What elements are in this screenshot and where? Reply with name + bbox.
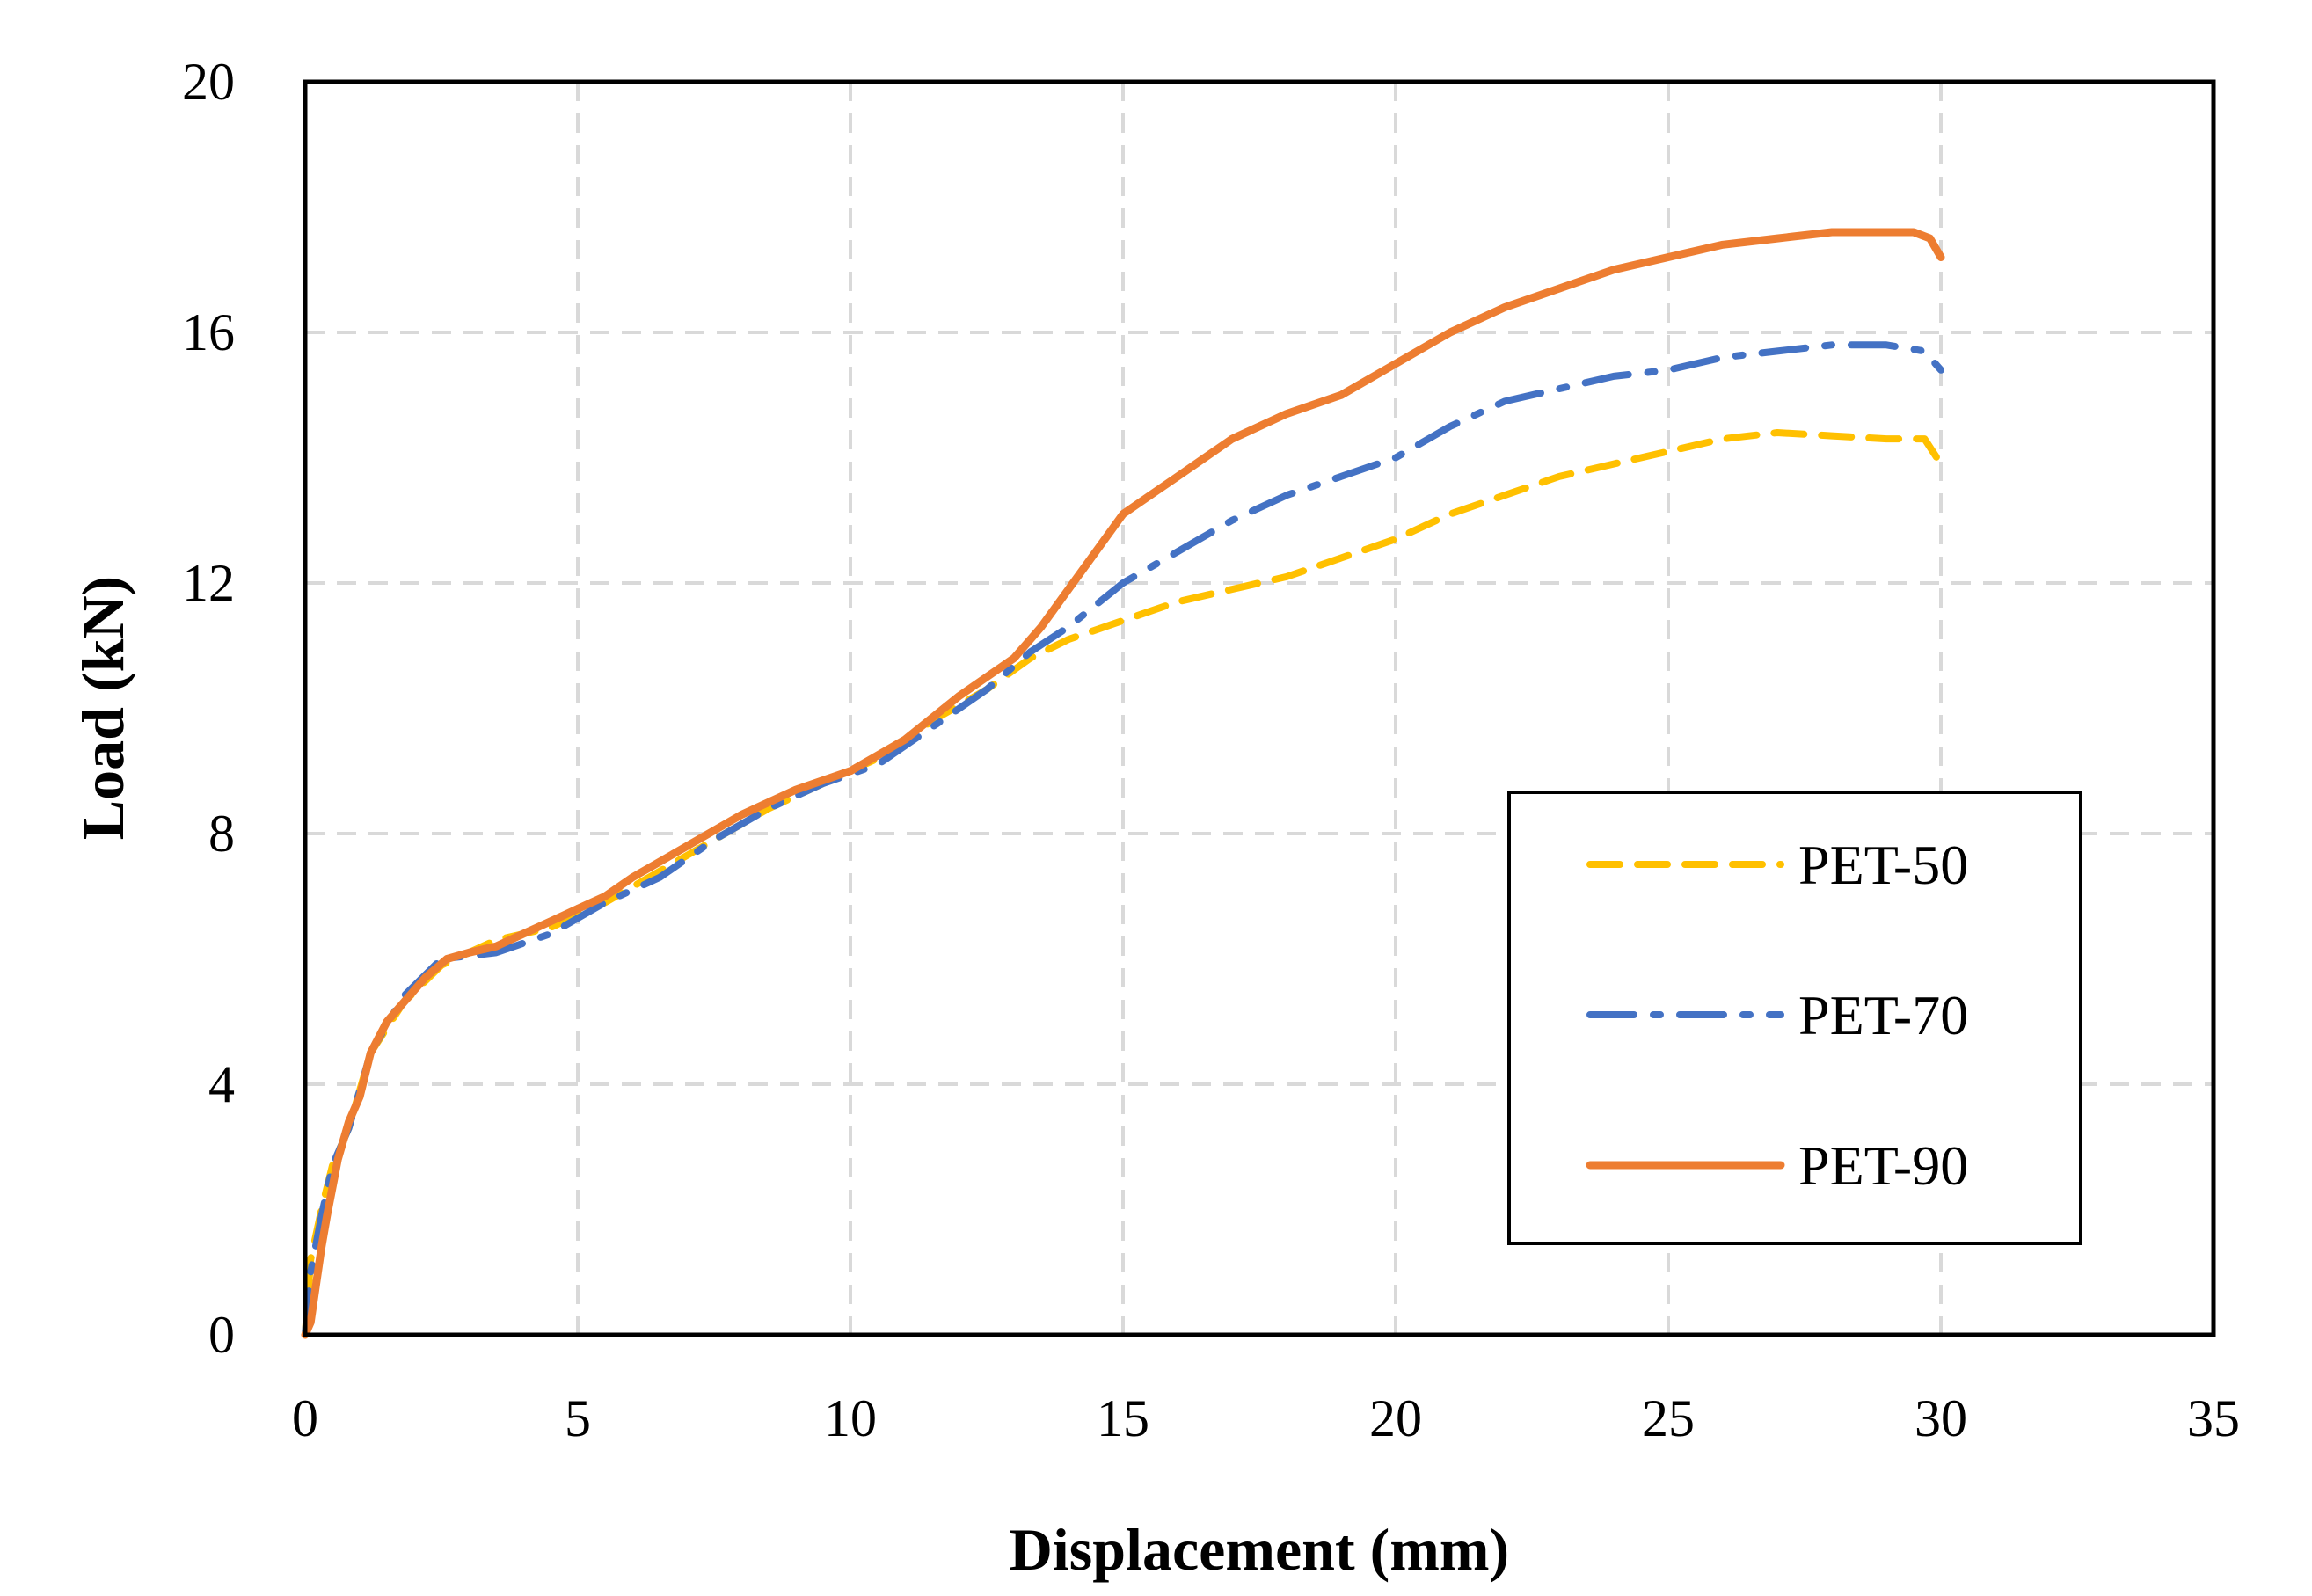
y-tick-label: 20: [182, 53, 235, 111]
series-line-pet-70: [302, 341, 1944, 1338]
plot-frame: [303, 79, 2216, 1337]
legend-label-pet-90: PET-90: [1798, 1134, 1968, 1197]
legend-entries: PET-50 PET-70 PET-90: [1586, 834, 1968, 1197]
x-tick-label: 20: [1369, 1389, 1422, 1447]
legend-label-pet-50: PET-50: [1798, 834, 1968, 896]
y-tick-label: 0: [208, 1306, 235, 1364]
x-tick-label: 5: [565, 1389, 591, 1447]
x-tick-label: 25: [1642, 1389, 1695, 1447]
gridlines: [305, 82, 2214, 1335]
x-tick-label: 0: [292, 1389, 318, 1447]
series-line-pet-90: [301, 228, 1945, 1339]
x-tick-label: 35: [2187, 1389, 2240, 1447]
x-tick-label: 15: [1097, 1389, 1149, 1447]
y-tick-label: 16: [182, 303, 235, 361]
legend: PET-50 PET-70 PET-90: [1507, 791, 2082, 1245]
legend-label-pet-70: PET-70: [1798, 984, 1968, 1046]
y-axis-title: Load (kN): [69, 576, 136, 840]
y-tick-label: 8: [208, 805, 235, 863]
x-axis-title: Displacement (mm): [1010, 1516, 1509, 1583]
y-tick-label: 12: [182, 554, 235, 612]
tick-labels: 0 5 10 15 20 25 30 35 0 4 8 12 16 20: [182, 53, 2240, 1447]
x-tick-label: 10: [824, 1389, 877, 1447]
y-tick-label: 4: [208, 1055, 235, 1113]
series-lines: [301, 228, 1945, 1339]
x-tick-label: 30: [1915, 1389, 1967, 1447]
